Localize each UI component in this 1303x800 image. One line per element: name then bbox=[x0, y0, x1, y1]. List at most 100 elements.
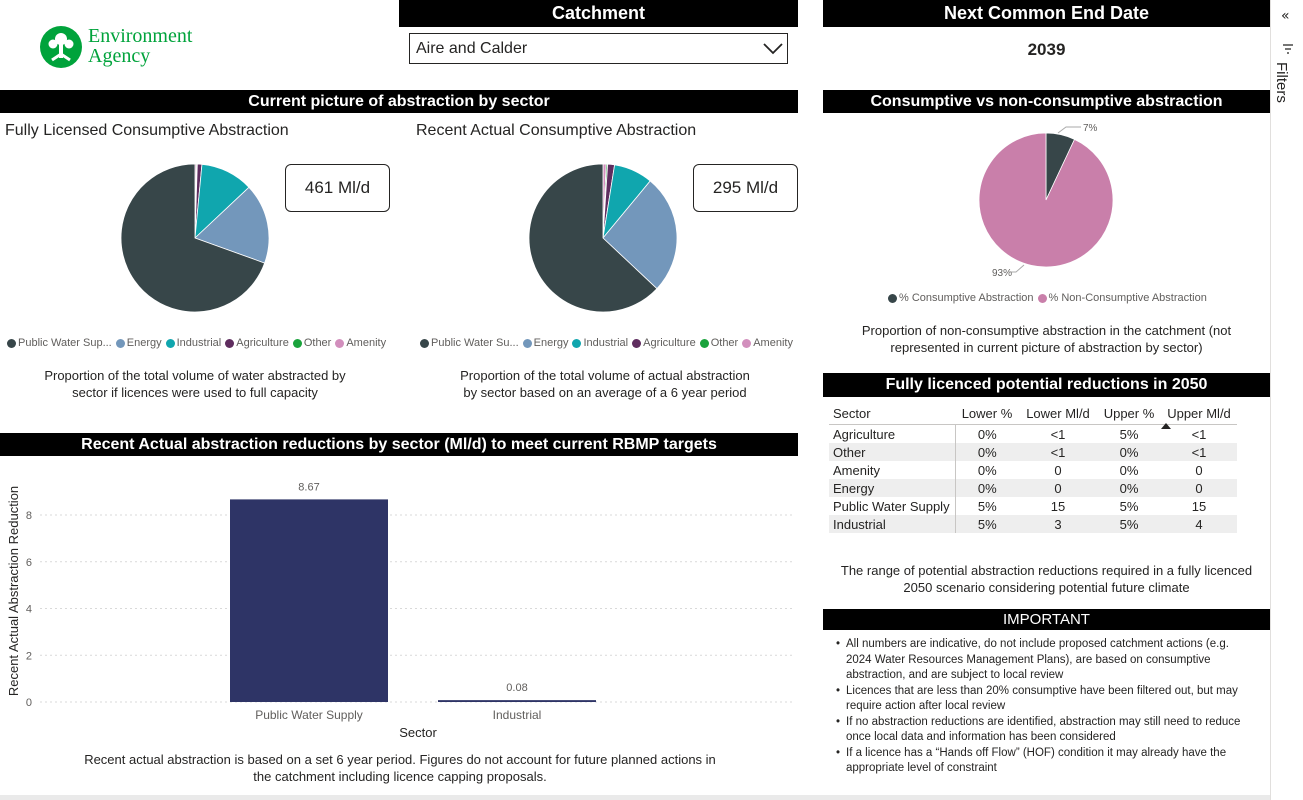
y-tick-label: 8 bbox=[26, 510, 32, 522]
legend-item[interactable]: Public Water Su... bbox=[420, 337, 519, 349]
bar-caption-line1: Recent actual abstraction is based on a … bbox=[84, 752, 716, 767]
catchment-selected: Aire and Calder bbox=[416, 40, 528, 57]
legend-item[interactable]: Industrial bbox=[165, 337, 222, 349]
actual-caption-line2: by sector based on an average of a 6 yea… bbox=[463, 385, 747, 400]
chevron-down-icon bbox=[763, 43, 783, 55]
table-row[interactable]: Public Water Supply 5% 15 5% 15 bbox=[829, 497, 1237, 515]
leader-line-small bbox=[1057, 126, 1081, 134]
col-sector[interactable]: Sector bbox=[829, 402, 955, 425]
end-date-value: 2039 bbox=[1027, 40, 1066, 59]
pie-slice-energy[interactable] bbox=[602, 180, 678, 290]
important-title: IMPORTANT bbox=[823, 609, 1270, 630]
leader-line-large bbox=[1011, 264, 1025, 273]
table-cell: Agriculture bbox=[829, 424, 956, 443]
legend-label: Industrial bbox=[583, 337, 629, 349]
legend-dot-icon bbox=[7, 338, 16, 348]
table-cell: 0% bbox=[1097, 479, 1161, 497]
collapse-filters-icon[interactable]: « bbox=[1281, 8, 1290, 24]
filters-pane[interactable]: « Filters bbox=[1270, 0, 1303, 800]
important-item-line: once local data and information has been… bbox=[846, 731, 1116, 743]
y-tick-label: 6 bbox=[26, 557, 32, 569]
legend-item[interactable]: Industrial bbox=[572, 337, 628, 349]
catchment-dropdown[interactable]: Aire and Calder bbox=[409, 33, 788, 64]
legend-item[interactable]: Energy bbox=[115, 337, 162, 349]
legend-item[interactable]: Public Water Sup... bbox=[7, 337, 112, 349]
logo-line1: Environment bbox=[88, 25, 193, 47]
legend-label: Industrial bbox=[176, 337, 222, 349]
bar-caption: Recent actual abstraction is based on a … bbox=[0, 751, 800, 785]
reductions-caption-line2: 2050 scenario considering potential futu… bbox=[903, 580, 1190, 595]
col-lower-pct[interactable]: Lower % bbox=[955, 402, 1019, 425]
legend-dot-icon bbox=[335, 338, 345, 348]
legend-label: Public Water Sup... bbox=[18, 337, 112, 349]
legend-item[interactable]: Other bbox=[292, 337, 331, 349]
pie-slice-energy[interactable] bbox=[194, 186, 270, 264]
col-upper-pct[interactable]: Upper % bbox=[1097, 402, 1161, 425]
environment-agency-logo: Environment Agency bbox=[38, 22, 208, 72]
important-item-line: All numbers are indicative, do not inclu… bbox=[846, 638, 1229, 650]
important-item-line: appropriate level of constraint bbox=[846, 762, 997, 774]
legend-item[interactable]: Amenity bbox=[335, 337, 386, 349]
table-cell: 0 bbox=[1195, 462, 1203, 478]
legend-dot-icon bbox=[699, 338, 709, 348]
table-cell: 5% bbox=[977, 498, 997, 514]
table-row[interactable]: Amenity 0% 0 0% 0 bbox=[829, 461, 1237, 479]
table-row[interactable]: Industrial 5% 3 5% 4 bbox=[829, 515, 1237, 533]
legend-label: % Non-Consumptive Abstraction bbox=[1048, 292, 1207, 304]
legend-item[interactable]: % Non-Consumptive Abstraction bbox=[1037, 292, 1207, 304]
pie-slice--non-consumptive-abstraction[interactable] bbox=[978, 132, 1114, 268]
table-cell: 5% bbox=[1119, 426, 1139, 442]
table-cell: 5% bbox=[1097, 515, 1161, 533]
legend-item[interactable]: % Consumptive Abstraction bbox=[888, 292, 1034, 304]
y-tick-label: 4 bbox=[26, 604, 32, 616]
col-lower-mld[interactable]: Lower Ml/d bbox=[1019, 402, 1097, 425]
table-cell: 3 bbox=[1019, 515, 1097, 533]
filter-icon bbox=[1283, 44, 1293, 54]
table-cell: <1 bbox=[1050, 426, 1066, 442]
actual-title: Recent Actual Consumptive Abstraction bbox=[416, 122, 697, 139]
legend-item[interactable]: Agriculture bbox=[225, 337, 289, 349]
reductions-title: Fully licenced potential reductions in 2… bbox=[823, 373, 1270, 397]
important-item: All numbers are indicative, do not inclu… bbox=[836, 637, 1266, 684]
pie-slice-public-water-supply[interactable] bbox=[120, 163, 266, 313]
important-item-line: If no abstraction reductions are identif… bbox=[846, 715, 1241, 728]
bar-value-label: 8.67 bbox=[298, 481, 319, 493]
reductions-caption: The range of potential abstraction reduc… bbox=[823, 562, 1270, 596]
table-cell: <1 bbox=[1191, 426, 1207, 442]
table-cell: 0 bbox=[1161, 479, 1237, 497]
licensed-pie-chart bbox=[120, 163, 270, 313]
bar-value-label: 0.08 bbox=[506, 682, 527, 694]
pie-slice-public-water-supply[interactable] bbox=[528, 163, 658, 313]
bar-industrial[interactable] bbox=[438, 700, 596, 702]
legend-item[interactable]: Amenity bbox=[742, 337, 793, 349]
legend-dot-icon bbox=[522, 338, 532, 348]
legend-dot-icon bbox=[1037, 293, 1047, 303]
licensed-legend: Public Water Sup... Energy Industrial Agric… bbox=[7, 337, 390, 349]
consumptive-caption-line2: represented in current picture of abstra… bbox=[890, 340, 1203, 355]
table-row[interactable]: Agriculture 0% <1 5% <1 bbox=[829, 424, 1237, 443]
legend-item[interactable]: Energy bbox=[522, 337, 568, 349]
table-cell: 0% bbox=[977, 462, 997, 478]
actual-caption: Proportion of the total volume of actual… bbox=[410, 367, 800, 401]
legend-label: % Consumptive Abstraction bbox=[899, 292, 1034, 304]
table-cell: 0% bbox=[977, 426, 997, 442]
legend-dot-icon bbox=[742, 338, 752, 348]
filters-label[interactable]: Filters bbox=[1273, 62, 1290, 103]
table-row[interactable]: Other 0% <1 0% <1 bbox=[829, 443, 1237, 461]
legend-item[interactable]: Agriculture bbox=[632, 337, 696, 349]
legend-label: Energy bbox=[126, 337, 162, 349]
col-upper-mld[interactable]: Upper Ml/d bbox=[1161, 402, 1237, 425]
table-row[interactable]: Energy 0% 0 0% 0 bbox=[829, 479, 1237, 497]
end-date-title: Next Common End Date bbox=[823, 0, 1270, 27]
bar-public-water-supply[interactable] bbox=[230, 499, 388, 702]
actual-legend: Public Water Su... Energy Industrial Agricu… bbox=[420, 337, 797, 349]
label-consumptive-pct: 7% bbox=[1083, 123, 1098, 134]
x-axis-title: Sector bbox=[399, 725, 437, 740]
catchment-title: Catchment bbox=[399, 0, 798, 27]
table-cell: 0% bbox=[955, 479, 1019, 497]
legend-item[interactable]: Other bbox=[699, 337, 738, 349]
x-tick-label: Industrial bbox=[493, 708, 542, 722]
legend-dot-icon bbox=[420, 338, 429, 348]
table-cell: 0 bbox=[1019, 479, 1097, 497]
table-cell: 0 bbox=[1054, 462, 1062, 478]
